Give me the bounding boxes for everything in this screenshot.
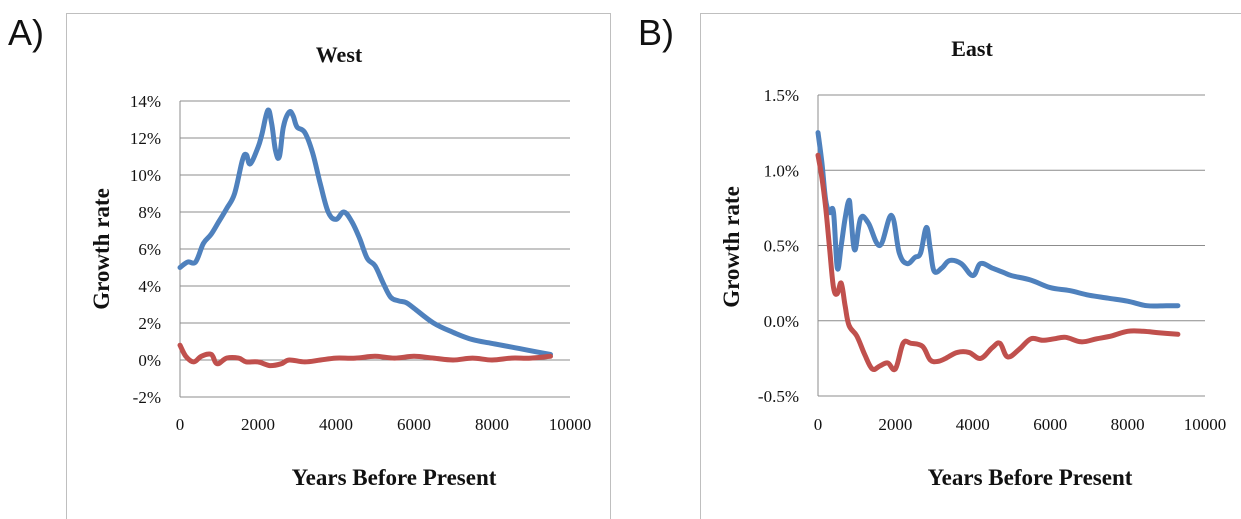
chart-frame-west: -2% 0% 2% 4% 6% 8% 10% 12% 14% 0 2000 4000 6000 8000 1… [66,13,611,519]
east-y-tick-label: -0.5% [758,387,799,406]
east-series-line-red [815,152,1181,373]
west-x-tick-label: 6000 [397,415,431,434]
west-series-line-red [177,342,553,369]
west-x-axis-label: Years Before Present [292,465,497,490]
east-chart-svg: -0.5% 0.0% 0.5% 1.0% 1.5% 0 2000 4000 6000 8000 10… [719,36,1227,490]
east-x-tick-label: 10000 [1184,415,1227,434]
west-y-tick-label: 0% [138,351,161,370]
panel-letter-b: B) [638,12,674,53]
west-y-tick-label: 10% [130,166,161,185]
east-x-tick-label: 6000 [1033,415,1067,434]
east-y-tick-label: 0.0% [764,312,799,331]
chart-frame-east: -0.5% 0.0% 0.5% 1.0% 1.5% 0 2000 4000 6000 8000 10… [700,13,1241,519]
west-series-line-blue [177,107,553,357]
east-x-tick-label: 0 [814,415,823,434]
east-y-tick-label: 1.0% [764,161,799,180]
east-x-axis-label: Years Before Present [928,465,1133,490]
west-chart-title: West [316,42,363,67]
west-y-tick-label: 2% [138,314,161,333]
east-x-tick-label: 2000 [878,415,912,434]
west-x-tick-label: 2000 [241,415,275,434]
west-chart-svg: -2% 0% 2% 4% 6% 8% 10% 12% 14% 0 2000 4000 6000 8000 1… [89,42,592,490]
east-y-tick-label: 0.5% [764,237,799,256]
west-x-tick-label: 10000 [549,415,592,434]
east-y-tick-label: 1.5% [764,86,799,105]
west-y-axis-label: Growth rate [89,188,114,310]
east-x-tick-label: 4000 [956,415,990,434]
west-y-tick-label: 14% [130,92,161,111]
west-y-tick-label: 4% [138,277,161,296]
panel-letter-a: A) [8,12,44,53]
east-series-line-blue [815,130,1181,309]
east-y-axis-label: Growth rate [719,186,744,308]
west-y-tick-label: 8% [138,203,161,222]
east-chart-title: East [951,36,993,61]
west-x-tick-label: 8000 [475,415,509,434]
west-x-tick-label: 4000 [319,415,353,434]
west-y-tick-label: 12% [130,129,161,148]
west-x-tick-label: 0 [176,415,185,434]
west-y-tick-label: 6% [138,240,161,259]
west-y-tick-label: -2% [133,388,161,407]
east-x-tick-label: 8000 [1111,415,1145,434]
